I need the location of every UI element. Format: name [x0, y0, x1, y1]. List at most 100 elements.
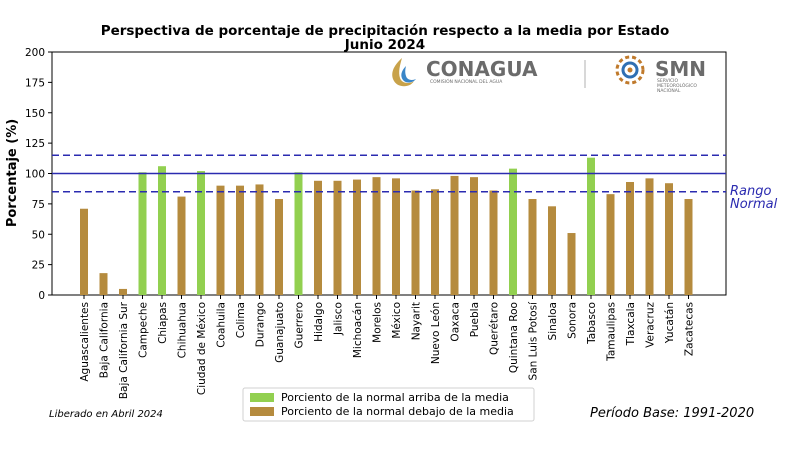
legend-label-below: Porciento de la normal debajo de la medi…	[281, 405, 514, 418]
x-tick-label: Nayarit	[411, 302, 423, 340]
y-tick-label: 175	[25, 77, 45, 89]
base-period: Período Base: 1991-2020	[590, 406, 754, 421]
y-axis-ticks: 0 25 50 75 100 125 150 175 200	[25, 47, 52, 302]
bar	[236, 185, 244, 295]
bar	[548, 206, 556, 295]
bar	[353, 179, 361, 295]
bar	[567, 233, 576, 295]
legend: Porciento de la normal arriba de la medi…	[242, 387, 535, 422]
x-tick-label: Yucatán	[664, 302, 676, 344]
x-tick-label: Aguascalientes	[79, 302, 91, 382]
legend-box	[242, 387, 535, 422]
x-tick-label: Guerrero	[294, 302, 306, 348]
x-tick-label: Durango	[255, 302, 267, 347]
bar	[411, 190, 420, 295]
bar	[119, 288, 127, 295]
x-tick-label: Sonora	[567, 302, 579, 339]
x-tick-label: Tamaulipas	[606, 302, 618, 362]
y-tick-label: 125	[25, 138, 45, 150]
y-tick-label: 25	[32, 260, 45, 272]
x-tick-label: Guanajuato	[274, 302, 286, 363]
x-tick-label: Tabasco	[586, 302, 598, 345]
x-tick-label: Sinaloa	[547, 302, 559, 340]
bar	[216, 185, 225, 295]
bar	[197, 171, 205, 295]
x-tick-label: Jalisco	[333, 302, 345, 336]
release-note: Liberado en Abril 2024	[49, 409, 163, 420]
chart-subtitle: Junio 2024	[344, 37, 425, 53]
legend-swatch-below	[250, 407, 274, 416]
x-tick-label: Nuevo León	[430, 302, 442, 364]
bar	[99, 273, 108, 295]
conagua-name: CONAGUA	[426, 57, 538, 81]
x-tick-label: Quintana Roo	[508, 302, 520, 373]
conagua-drop-icon	[392, 58, 416, 87]
bar	[509, 168, 517, 295]
bar	[158, 166, 166, 295]
x-tick-label: Michoacán	[352, 302, 364, 358]
legend-label-above: Porciento de la normal arriba de la medi…	[281, 391, 509, 404]
bar	[255, 184, 264, 295]
y-tick-label: 75	[32, 199, 45, 211]
bar	[275, 199, 283, 295]
bar	[665, 183, 673, 295]
bar	[431, 189, 439, 295]
normal-range-label-line2: Normal	[730, 197, 778, 212]
legend-swatch-above	[250, 393, 274, 402]
x-tick-label: Chihuahua	[177, 302, 189, 358]
conagua-logo: CONAGUA COMISIÓN NACIONAL DEL AGUA	[392, 57, 538, 87]
x-tick-label: Morelos	[372, 302, 384, 343]
chart-title: Perspectiva de porcentaje de precipitaci…	[101, 23, 670, 39]
bar	[314, 180, 322, 295]
smn-name: SMN	[655, 57, 706, 81]
bar	[333, 180, 342, 295]
x-tick-label: Baja California	[99, 302, 111, 378]
smn-logo: SMN SERVICIO METEOROLÓGICO NACIONAL	[615, 55, 706, 94]
y-tick-label: 50	[32, 229, 45, 241]
bar	[587, 157, 595, 295]
smn-subtitle-2: METEOROLÓGICO	[657, 82, 697, 89]
y-tick-label: 0	[38, 290, 45, 302]
x-tick-label: Veracruz	[645, 302, 657, 348]
bar	[606, 194, 615, 295]
bar	[645, 178, 654, 295]
x-tick-label: Tlaxcala	[625, 302, 637, 346]
x-tick-label: Ciudad de México	[196, 302, 208, 395]
conagua-subtitle: COMISIÓN NACIONAL DEL AGUA	[430, 78, 503, 85]
x-tick-label: Colima	[235, 302, 247, 338]
x-tick-label: Querétaro	[489, 302, 501, 355]
bars	[80, 157, 693, 295]
bar	[450, 175, 459, 295]
reference-lines	[52, 154, 726, 193]
bar	[372, 177, 381, 295]
bar	[294, 172, 303, 295]
bar	[626, 182, 634, 295]
x-tick-label: Zacatecas	[684, 302, 696, 356]
x-tick-label: Baja California Sur	[118, 301, 130, 399]
bar	[177, 196, 186, 295]
x-tick-label: San Luis Potosí	[528, 301, 540, 381]
bar	[80, 208, 88, 295]
bar	[684, 199, 693, 295]
x-tick-label: Hidalgo	[313, 302, 325, 342]
bar	[138, 172, 147, 295]
x-tick-label: Coahuila	[216, 302, 228, 348]
bar	[489, 190, 498, 295]
smn-sun-icon	[615, 55, 645, 85]
y-tick-label: 200	[25, 47, 45, 59]
x-axis-labels: Aguascalientes Baja California Baja Califo…	[79, 295, 696, 399]
smn-subtitle-1: SERVICIO	[657, 78, 678, 84]
bar	[528, 199, 537, 295]
x-tick-label: Campeche	[138, 302, 150, 358]
y-tick-label: 100	[25, 169, 45, 181]
bar	[470, 177, 478, 295]
normal-range-label-line1: Rango	[730, 184, 771, 199]
bar	[392, 178, 400, 295]
x-tick-label: Oaxaca	[450, 302, 462, 342]
smn-subtitle-3: NACIONAL	[657, 88, 681, 94]
x-tick-label: México	[391, 302, 403, 339]
x-tick-label: Puebla	[469, 302, 481, 337]
y-axis-label: Porcentaje (%)	[5, 119, 20, 227]
y-tick-label: 150	[25, 108, 45, 120]
